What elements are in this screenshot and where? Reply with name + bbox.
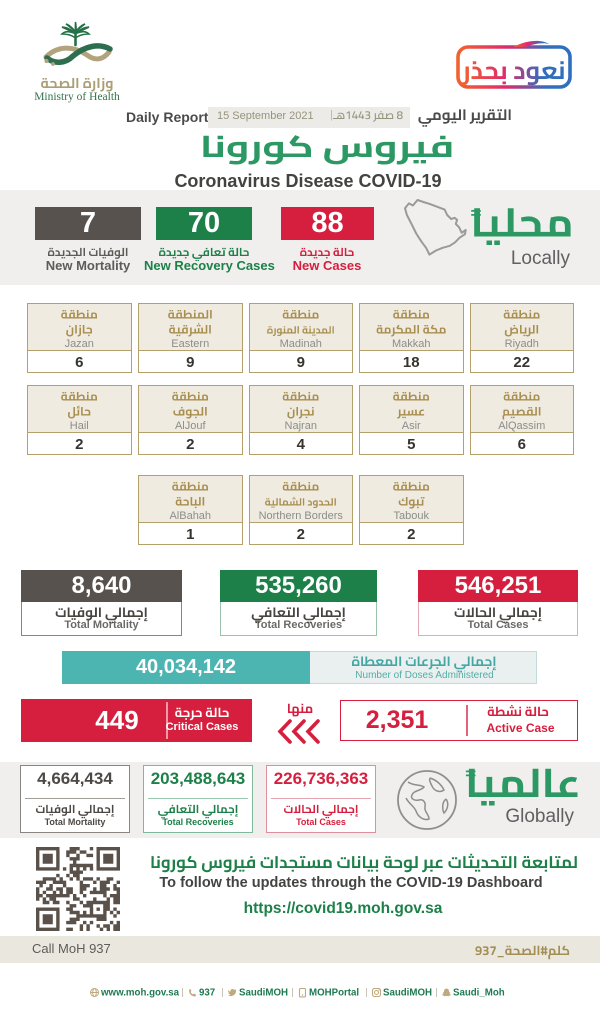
svg-text:MOHPortal: MOHPortal <box>309 988 359 999</box>
svg-text:www.moh.gov.sa: www.moh.gov.sa <box>100 988 180 999</box>
svg-text:SaudiMOH: SaudiMOH <box>383 988 432 999</box>
svg-text:937: 937 <box>199 988 215 999</box>
svg-text:Saudi_Moh: Saudi_Moh <box>453 988 505 999</box>
svg-text:SaudiMOH: SaudiMOH <box>239 988 288 999</box>
